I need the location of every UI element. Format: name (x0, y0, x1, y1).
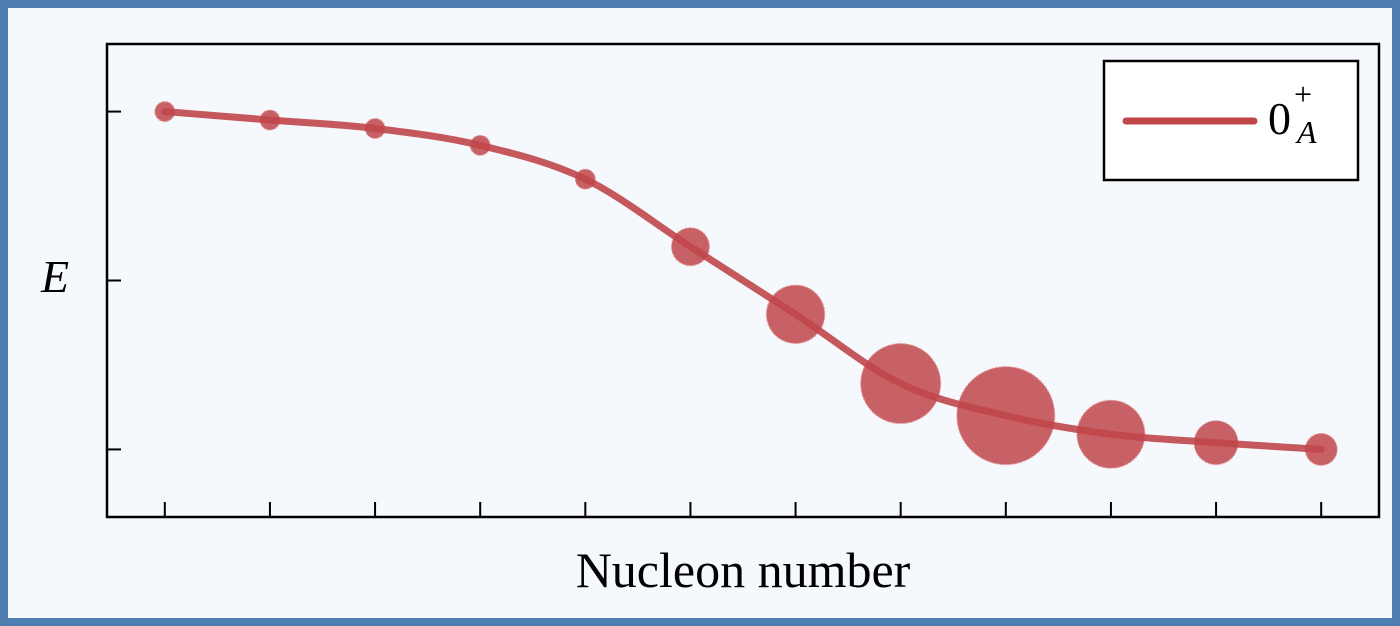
series-line (161, 108, 1325, 453)
x-axis-label: Nucleon number (576, 542, 911, 598)
legend: 0 + A (1102, 59, 1360, 182)
y-axis-label: E (40, 251, 69, 302)
legend-label: 0 + A (1268, 64, 1324, 150)
